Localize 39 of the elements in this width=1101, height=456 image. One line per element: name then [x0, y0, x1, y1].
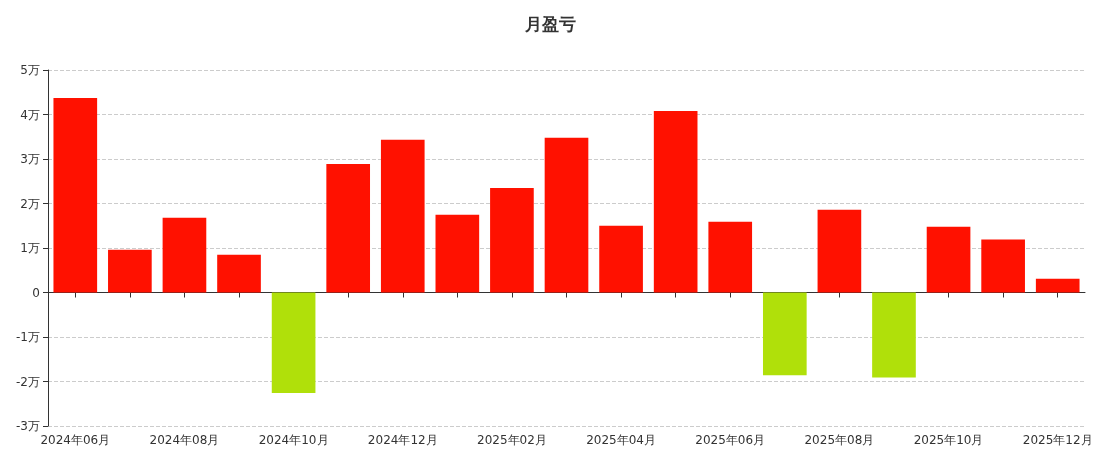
bar [326, 163, 371, 293]
x-tick-label: 2025年08月 [804, 433, 875, 447]
bar [162, 217, 207, 293]
bar [435, 214, 480, 293]
x-tick-label: 2024年08月 [149, 433, 220, 447]
bar [1035, 278, 1080, 293]
bar [217, 254, 261, 293]
x-tick-label: 2025年12月 [1022, 433, 1093, 447]
y-tick-label: -2万 [16, 374, 40, 389]
x-tick-label: 2024年10月 [258, 433, 329, 447]
bar [817, 209, 862, 293]
y-tick-label: 0 [32, 285, 40, 300]
x-tick-label: 2025年04月 [586, 433, 656, 447]
x-tick-label: 2024年12月 [367, 433, 438, 447]
y-tick-label: -3万 [16, 419, 40, 433]
bar [108, 249, 152, 293]
bar [544, 137, 589, 293]
bar [490, 187, 534, 293]
x-tick-label: 2025年06月 [695, 433, 766, 447]
chart-title: 月盈亏 [524, 13, 576, 34]
y-tick-label: -1万 [16, 330, 40, 344]
bar [762, 292, 807, 376]
bar [653, 110, 698, 293]
y-tick-label: 2万 [20, 196, 40, 211]
bar [926, 226, 971, 293]
bar [708, 221, 753, 293]
bar [53, 98, 98, 293]
y-tick-label: 1万 [20, 241, 40, 255]
y-tick-label: 4万 [20, 107, 40, 122]
y-tick-label: 5万 [20, 63, 40, 77]
bar [981, 239, 1025, 293]
y-tick-label: 3万 [20, 152, 40, 166]
bar [872, 292, 916, 378]
bar [271, 292, 316, 394]
x-tick-label: 2025年10月 [913, 433, 984, 447]
bar [599, 225, 643, 293]
bar [380, 139, 425, 293]
x-tick-label: 2024年06月 [40, 433, 111, 447]
x-tick-label: 2025年02月 [477, 433, 547, 447]
